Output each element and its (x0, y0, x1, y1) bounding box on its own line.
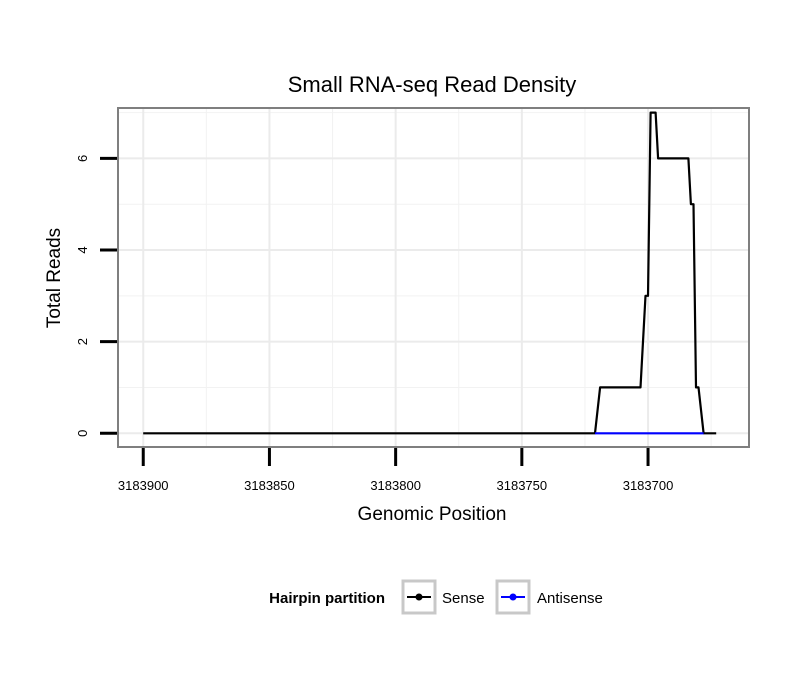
y-tick-label: 6 (75, 155, 90, 162)
legend-item-antisense: Antisense (495, 579, 603, 615)
legend-label-antisense: Antisense (537, 590, 603, 607)
x-tick-label: 3183800 (370, 478, 421, 493)
y-tick-label: 4 (75, 246, 90, 253)
y-tick-label: 2 (75, 338, 90, 345)
x-tick-label: 3183850 (244, 478, 295, 493)
legend-label-sense: Sense (442, 590, 485, 607)
legend-title: Hairpin partition (269, 590, 385, 607)
x-axis: 3183900 3183850 3183800 3183750 3183700 (118, 448, 673, 493)
panel-border (117, 107, 750, 448)
legend: Hairpin partition Sense Antisense (269, 579, 603, 615)
series-layer (143, 111, 717, 435)
y-tick-label: 0 (75, 430, 90, 437)
series-line-sense (143, 111, 717, 435)
x-tick-label: 3183700 (623, 478, 674, 493)
y-axis: 0 2 4 6 (75, 155, 117, 437)
x-axis-title: Genomic Position (358, 504, 507, 525)
x-tick-label: 3183900 (118, 478, 169, 493)
chart-title: Small RNA-seq Read Density (288, 72, 577, 97)
legend-point-antisense (509, 593, 517, 601)
legend-item-sense: Sense (401, 579, 485, 615)
y-axis-title: Total Reads (44, 228, 65, 328)
legend-point-sense (415, 593, 423, 601)
grid (118, 108, 749, 447)
x-tick-label: 3183750 (497, 478, 548, 493)
